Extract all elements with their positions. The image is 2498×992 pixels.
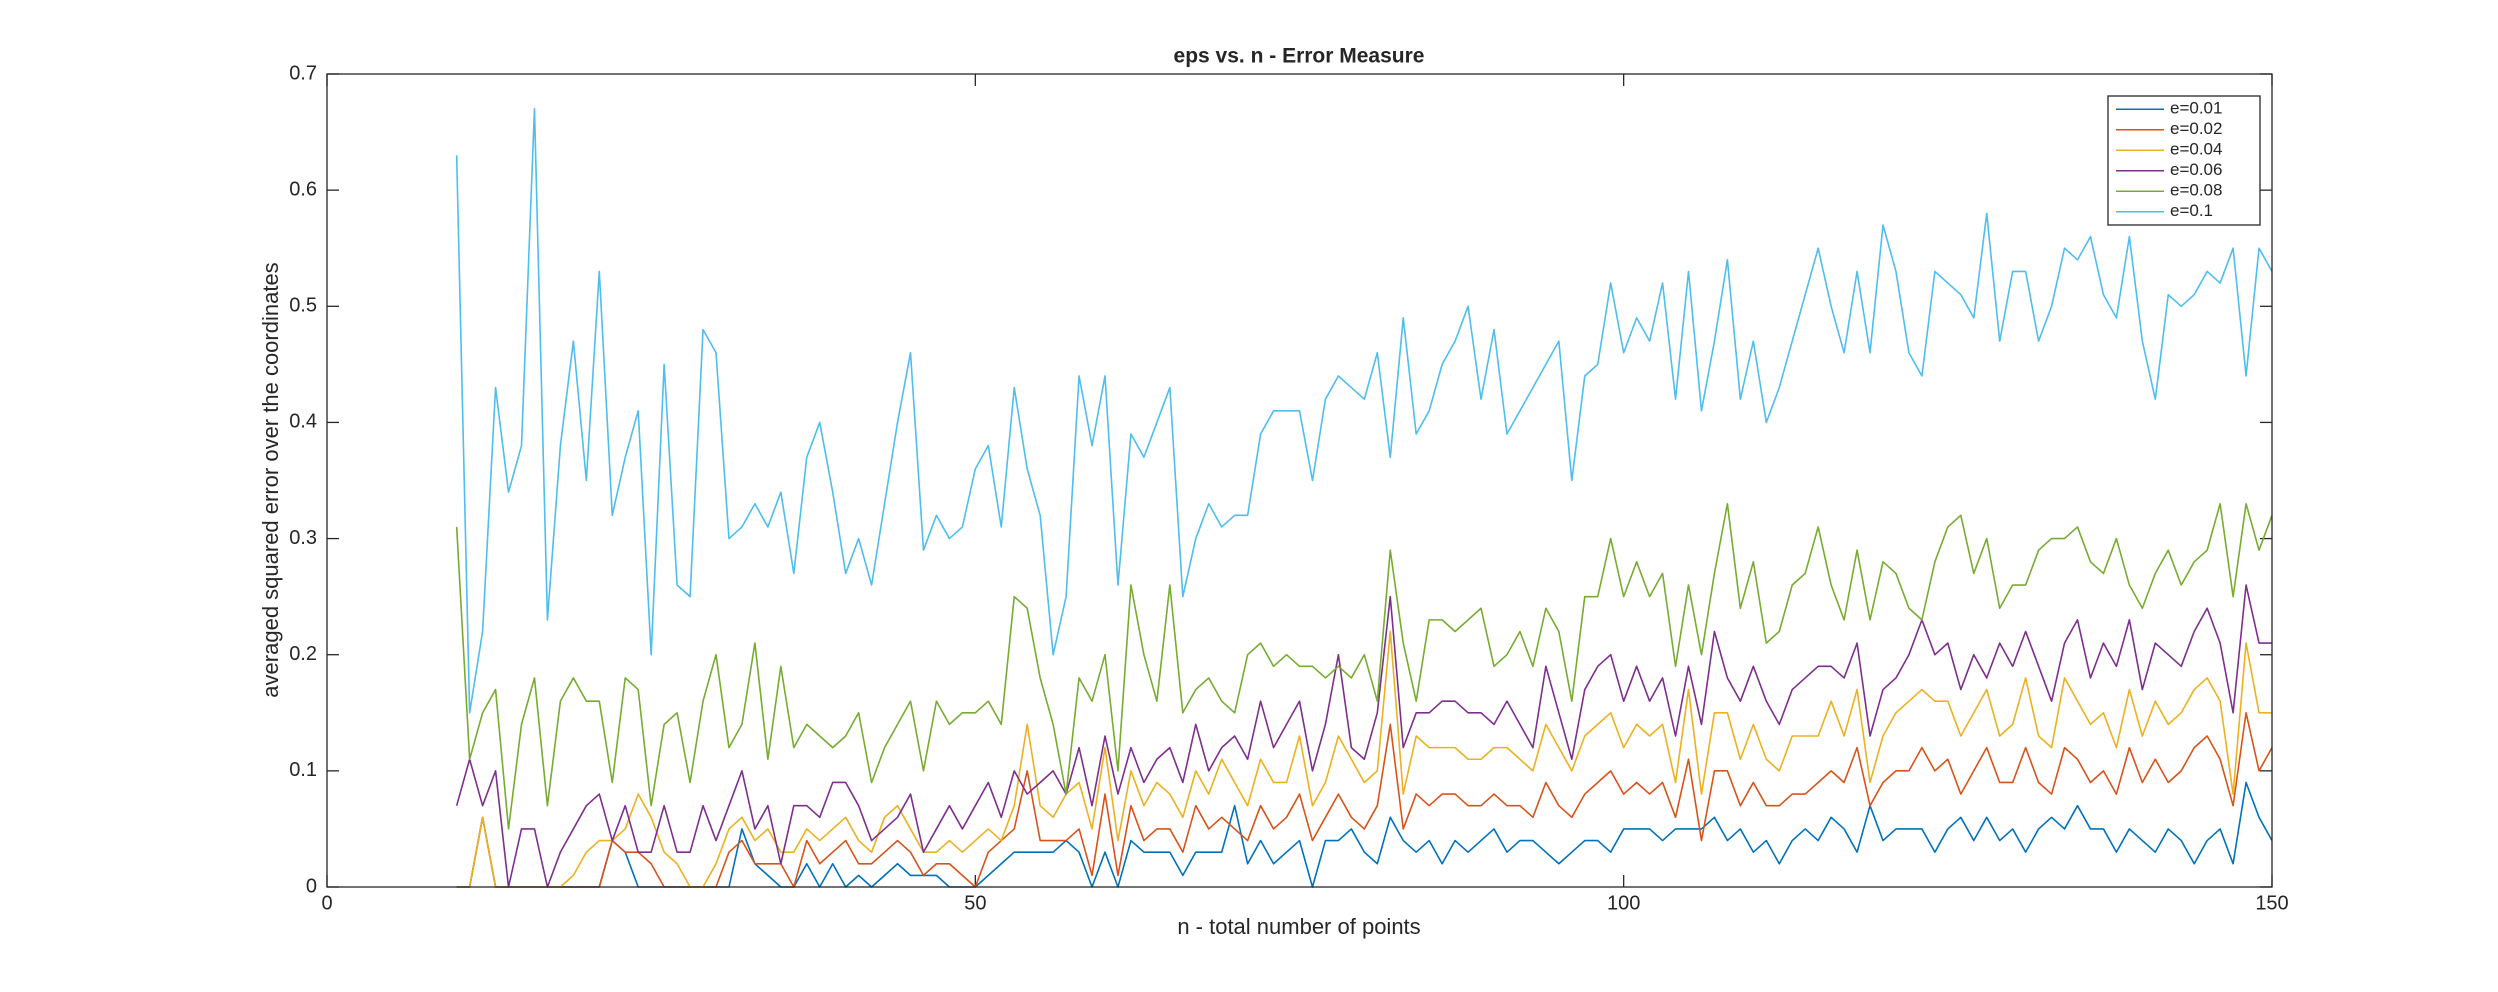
x-tick-label: 150 bbox=[2255, 892, 2288, 914]
y-tick-label: 0.3 bbox=[289, 527, 317, 549]
data-line bbox=[456, 630, 2272, 888]
plot-area bbox=[327, 74, 2272, 887]
x-axis-label: n - total number of points bbox=[1177, 914, 1420, 939]
legend-box bbox=[2107, 95, 2261, 226]
legend-label: e=0.04 bbox=[2170, 140, 2222, 159]
legend-label: e=0.06 bbox=[2170, 160, 2222, 179]
y-tick-label: 0.4 bbox=[289, 411, 317, 433]
legend-label: e=0.08 bbox=[2170, 181, 2222, 200]
axes-box bbox=[326, 73, 2273, 888]
legend-label: e=0.1 bbox=[2170, 201, 2213, 220]
data-line bbox=[455, 584, 2272, 888]
y-tick-label: 0.1 bbox=[289, 759, 317, 781]
legend: e=0.01e=0.02 e=0.04e=0.06 e=0.08e=0.1 bbox=[2107, 95, 2261, 226]
x-tick-label: 50 bbox=[964, 892, 986, 914]
y-tick-label: 0.6 bbox=[289, 178, 317, 200]
data-line bbox=[455, 108, 2273, 714]
y-tick-label: 0 bbox=[306, 875, 317, 897]
chart-title: eps vs. n - Error Measure bbox=[1174, 45, 1425, 68]
y-tick-label: 0.2 bbox=[289, 643, 317, 665]
x-tick-label: 100 bbox=[1607, 892, 1640, 914]
y-axis-label: averaged squared error over the coordina… bbox=[258, 262, 283, 697]
x-tick-label: 0 bbox=[321, 892, 332, 914]
y-tick-label: 0.7 bbox=[289, 62, 317, 84]
legend-label: e=0.01 bbox=[2170, 99, 2222, 118]
data-line bbox=[456, 711, 2273, 888]
y-tick-label: 0.5 bbox=[289, 295, 317, 317]
legend-label: e=0.02 bbox=[2170, 119, 2222, 138]
data-line bbox=[455, 502, 2273, 830]
data-line bbox=[456, 781, 2273, 888]
